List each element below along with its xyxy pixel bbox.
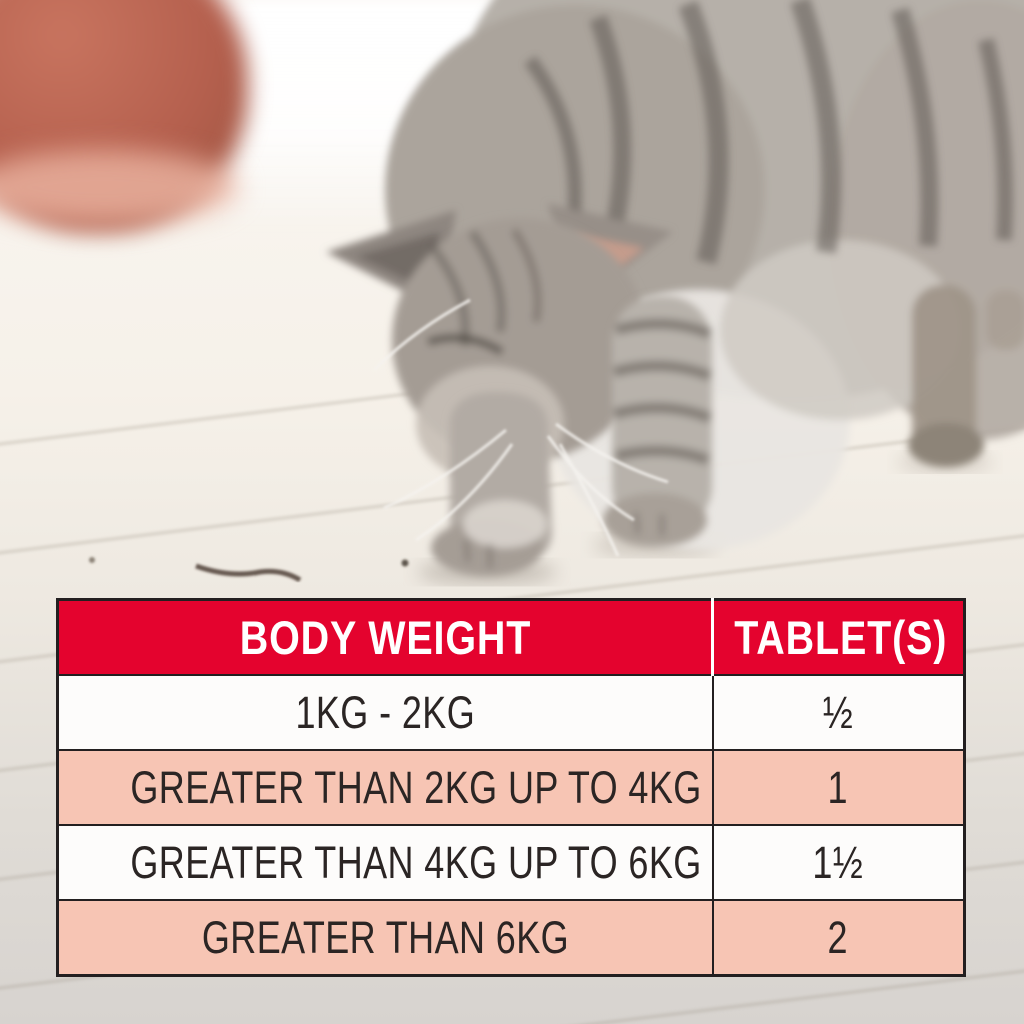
cell-tablets: ½ [711,674,966,751]
front-right-leg [603,296,713,547]
tabby-stripes [524,0,1014,265]
cell-body-weight: 1KG - 2KG [56,674,714,751]
table-row: GREATER THAN 6KG 2 [56,899,966,977]
cell-body-weight: GREATER THAN 6KG [56,899,714,977]
table-row: GREATER THAN 2KG UP TO 4KG 1 [56,749,966,826]
table-header-row: BODY WEIGHT TABLET(S) [56,598,966,676]
cell-tablets: 1½ [711,824,966,901]
header-label-body-weight: BODY WEIGHT [239,611,531,664]
cell-tablets: 2 [711,899,966,977]
cell-tablets: 1 [711,749,966,826]
flower-pot-rim [0,150,238,224]
header-cell-body-weight: BODY WEIGHT [56,598,714,676]
cell-body-weight: GREATER THAN 2KG UP TO 4KG [56,749,714,826]
cell-body-weight: GREATER THAN 4KG UP TO 6KG [56,824,714,901]
dosage-table: BODY WEIGHT TABLET(S) 1KG - 2KG ½ GREATE… [56,598,966,977]
header-cell-tablets: TABLET(S) [711,598,966,676]
table-row: 1KG - 2KG ½ [56,674,966,751]
whiskers [372,298,669,557]
header-label-tablets: TABLET(S) [734,611,948,664]
front-left-leg [431,391,553,576]
table-row: GREATER THAN 4KG UP TO 6KG 1½ [56,824,966,901]
floor-crack [89,557,409,583]
